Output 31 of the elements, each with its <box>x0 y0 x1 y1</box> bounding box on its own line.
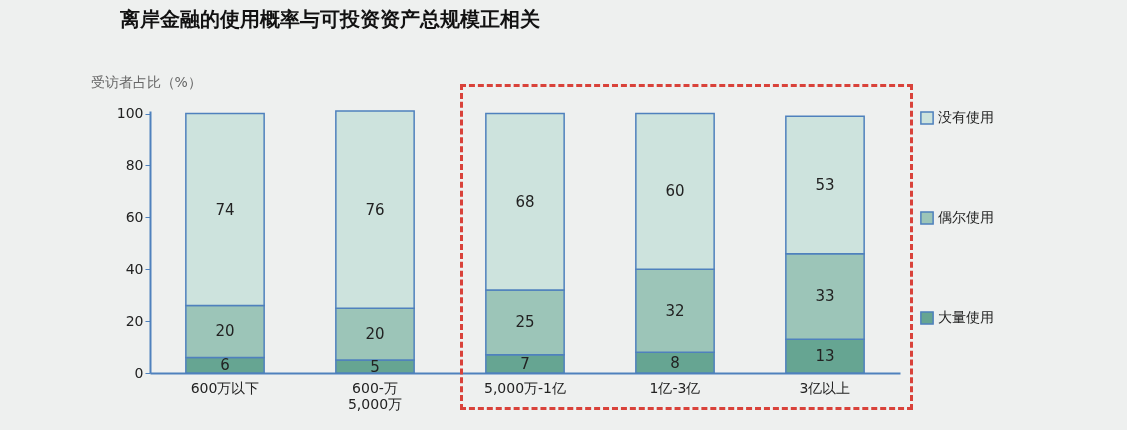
x-tick-label: 600-万 5,000万 <box>347 379 403 412</box>
legend-label: 偶尔使用 <box>938 209 994 225</box>
y-axis-title: 受访者占比（%） <box>90 73 202 90</box>
data-label: 8 <box>670 353 680 372</box>
data-label: 33 <box>815 287 835 306</box>
y-tick-label: 20 <box>125 312 144 329</box>
x-tick-label: 5,000万-1亿 <box>483 379 567 396</box>
data-label: 74 <box>215 200 235 219</box>
y-tick-label: 100 <box>116 105 144 122</box>
data-label: 20 <box>215 322 235 341</box>
legend-label: 大量使用 <box>938 309 994 325</box>
y-tick-label: 40 <box>125 260 144 277</box>
x-tick-label: 1亿-3亿 <box>649 379 701 396</box>
chart-title: 离岸金融的使用概率与可投资资产总规模正相关 <box>119 7 540 31</box>
data-label: 60 <box>665 182 685 201</box>
data-label: 32 <box>665 301 685 320</box>
data-label: 53 <box>815 175 835 194</box>
data-label: 13 <box>815 347 835 366</box>
y-tick-label: 80 <box>125 156 144 173</box>
data-label: 5 <box>370 357 380 376</box>
data-label: 7 <box>520 354 530 373</box>
legend-label: 没有使用 <box>938 109 994 125</box>
data-label: 20 <box>365 325 385 344</box>
y-tick-label: 60 <box>125 208 144 225</box>
data-label: 25 <box>515 313 535 332</box>
data-label: 6 <box>220 356 230 375</box>
data-label: 76 <box>365 200 385 219</box>
x-tick-label: 600万以下 <box>190 379 260 396</box>
y-tick-label: 0 <box>134 364 144 381</box>
data-label: 68 <box>515 192 535 211</box>
x-tick-label: 3亿以上 <box>799 379 851 396</box>
